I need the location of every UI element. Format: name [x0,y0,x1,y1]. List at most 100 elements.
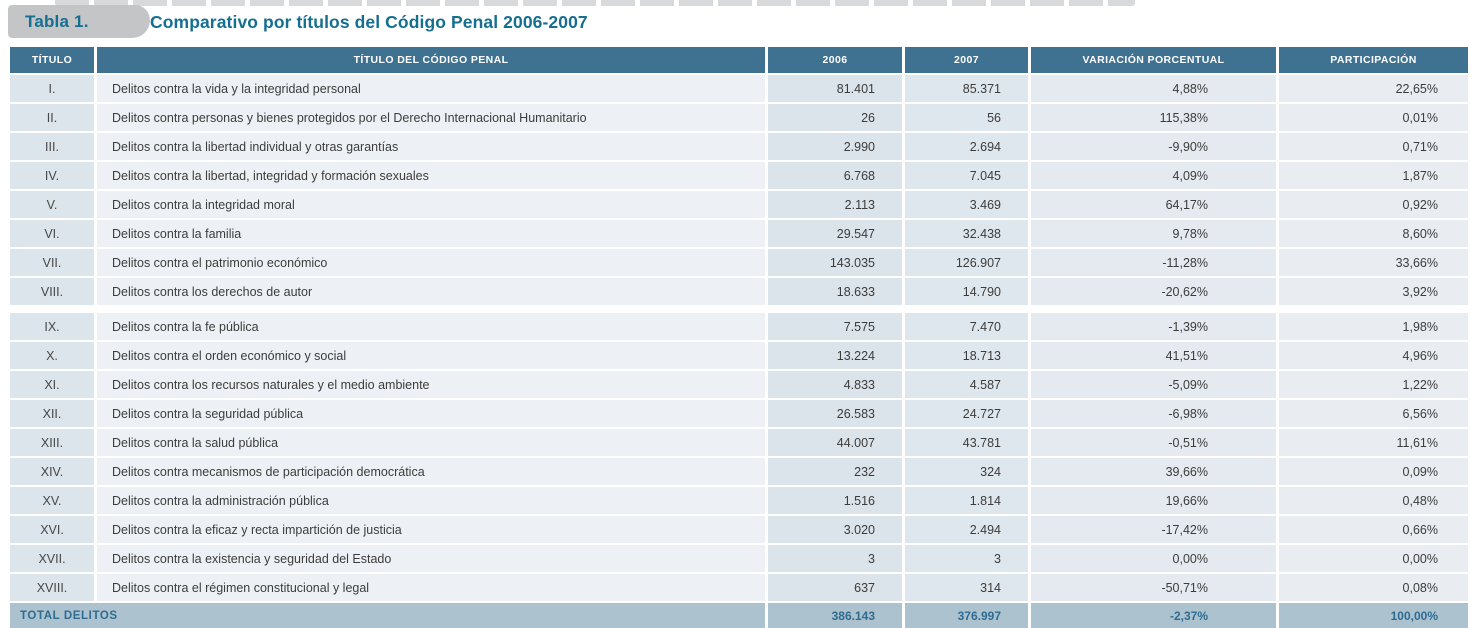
row-2006-cell: 6.768 [768,162,902,189]
row-2006-cell: 18.633 [768,278,902,305]
row-descripcion-cell: Delitos contra los recursos naturales y … [97,371,765,398]
row-variacion-cell: -0,51% [1031,429,1276,456]
table-row: I. Delitos contra la vida y la integrida… [10,75,1468,102]
row-titulo-cell: XVII. [10,545,94,572]
row-descripcion-cell: Delitos contra la seguridad pública [97,400,765,427]
row-titulo-cell: III. [10,133,94,160]
row-titulo-cell: VII. [10,249,94,276]
row-titulo-cell: IV. [10,162,94,189]
column-header-2007: 2007 [905,47,1028,73]
row-variacion-cell: 39,66% [1031,458,1276,485]
page-title: Comparativo por títulos del Código Penal… [150,12,588,32]
row-variacion-cell: 0,00% [1031,545,1276,572]
table-row: II. Delitos contra personas y bienes pro… [10,104,1468,131]
row-variacion-cell: 4,09% [1031,162,1276,189]
row-descripcion-cell: Delitos contra el régimen constitucional… [97,574,765,601]
row-2007-cell: 14.790 [905,278,1028,305]
row-2007-cell: 3.469 [905,191,1028,218]
row-gap-spacer [10,307,1468,311]
total-2006-value: 386.143 [768,603,902,628]
row-variacion-cell: -1,39% [1031,313,1276,340]
row-participacion-cell: 1,98% [1279,313,1468,340]
row-titulo-cell: II. [10,104,94,131]
row-participacion-cell: 0,09% [1279,458,1468,485]
table-row: XVII. Delitos contra la existencia y seg… [10,545,1468,572]
row-descripcion-cell: Delitos contra la libertad, integridad y… [97,162,765,189]
row-variacion-cell: 115,38% [1031,104,1276,131]
row-participacion-cell: 3,92% [1279,278,1468,305]
total-variacion-value: -2,37% [1031,603,1276,628]
row-2006-cell: 1.516 [768,487,902,514]
row-participacion-cell: 33,66% [1279,249,1468,276]
row-2006-cell: 29.547 [768,220,902,247]
row-titulo-cell: XIV. [10,458,94,485]
row-2007-cell: 32.438 [905,220,1028,247]
comparative-table: TÍTULO TÍTULO DEL CÓDIGO PENAL 2006 2007… [7,45,1471,628]
row-2006-cell: 4.833 [768,371,902,398]
row-titulo-cell: VIII. [10,278,94,305]
row-variacion-cell: -50,71% [1031,574,1276,601]
row-variacion-cell: 41,51% [1031,342,1276,369]
row-titulo-cell: XIII. [10,429,94,456]
table-row: XII. Delitos contra la seguridad pública… [10,400,1468,427]
table-row: VII. Delitos contra el patrimonio económ… [10,249,1468,276]
total-participacion-value: 100,00% [1279,603,1468,628]
row-2007-cell: 85.371 [905,75,1028,102]
row-descripcion-cell: Delitos contra el patrimonio económico [97,249,765,276]
row-participacion-cell: 0,48% [1279,487,1468,514]
decorative-top-strip [55,0,1135,6]
row-2006-cell: 232 [768,458,902,485]
header-row: TÍTULO TÍTULO DEL CÓDIGO PENAL 2006 2007… [10,47,1468,73]
row-participacion-cell: 11,61% [1279,429,1468,456]
row-descripcion-cell: Delitos contra la familia [97,220,765,247]
column-header-2006: 2006 [768,47,902,73]
column-header-variacion: VARIACIÓN PORCENTUAL [1031,47,1276,73]
table-row: XIII. Delitos contra la salud pública 44… [10,429,1468,456]
column-header-titulo: TÍTULO [10,47,94,73]
column-header-descripcion: TÍTULO DEL CÓDIGO PENAL [97,47,765,73]
row-2006-cell: 81.401 [768,75,902,102]
row-2006-cell: 3 [768,545,902,572]
row-2007-cell: 2.494 [905,516,1028,543]
table-row: IX. Delitos contra la fe pública 7.575 7… [10,313,1468,340]
row-variacion-cell: -5,09% [1031,371,1276,398]
row-titulo-cell: IX. [10,313,94,340]
row-descripcion-cell: Delitos contra la fe pública [97,313,765,340]
row-2006-cell: 637 [768,574,902,601]
row-2006-cell: 26.583 [768,400,902,427]
row-descripcion-cell: Delitos contra la existencia y seguridad… [97,545,765,572]
row-participacion-cell: 0,92% [1279,191,1468,218]
row-2007-cell: 1.814 [905,487,1028,514]
row-descripcion-cell: Delitos contra mecanismos de participaci… [97,458,765,485]
row-titulo-cell: VI. [10,220,94,247]
table-number-label: Tabla 1. [25,11,89,31]
row-participacion-cell: 8,60% [1279,220,1468,247]
row-titulo-cell: XII. [10,400,94,427]
row-2006-cell: 3.020 [768,516,902,543]
row-descripcion-cell: Delitos contra la integridad moral [97,191,765,218]
row-2006-cell: 26 [768,104,902,131]
row-variacion-cell: -9,90% [1031,133,1276,160]
row-participacion-cell: 6,56% [1279,400,1468,427]
table-row: XVI. Delitos contra la eficaz y recta im… [10,516,1468,543]
row-participacion-cell: 0,08% [1279,574,1468,601]
row-participacion-cell: 0,66% [1279,516,1468,543]
row-2006-cell: 2.990 [768,133,902,160]
row-descripcion-cell: Delitos contra la libertad individual y … [97,133,765,160]
row-2007-cell: 56 [905,104,1028,131]
row-2007-cell: 4.587 [905,371,1028,398]
row-participacion-cell: 0,00% [1279,545,1468,572]
table-row: XV. Delitos contra la administración púb… [10,487,1468,514]
row-participacion-cell: 0,01% [1279,104,1468,131]
row-2007-cell: 24.727 [905,400,1028,427]
row-2007-cell: 3 [905,545,1028,572]
row-2007-cell: 314 [905,574,1028,601]
comparative-table-wrapper: TÍTULO TÍTULO DEL CÓDIGO PENAL 2006 2007… [10,47,1474,628]
column-header-participacion: PARTICIPACIÓN [1279,47,1468,73]
table-row: V. Delitos contra la integridad moral 2.… [10,191,1468,218]
row-descripcion-cell: Delitos contra el orden económico y soci… [97,342,765,369]
row-titulo-cell: V. [10,191,94,218]
row-descripcion-cell: Delitos contra la eficaz y recta imparti… [97,516,765,543]
row-participacion-cell: 1,87% [1279,162,1468,189]
row-participacion-cell: 0,71% [1279,133,1468,160]
